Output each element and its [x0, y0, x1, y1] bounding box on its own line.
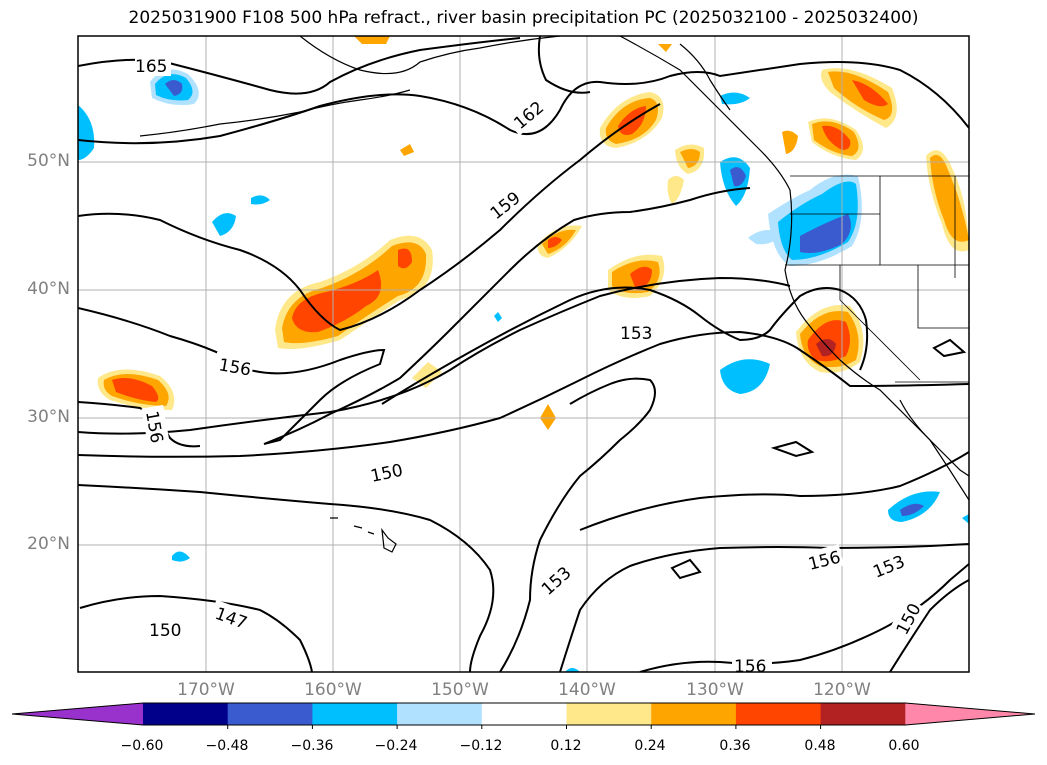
negative-precip-shading [78, 69, 969, 672]
colorbar-tick-label: 0.60 [888, 738, 920, 754]
colorbar-segment [312, 703, 398, 725]
contour-label: 156 [734, 657, 766, 677]
colorbar-segment [397, 703, 483, 725]
lon-label: 170°W [177, 680, 235, 700]
lat-label: 30°N [27, 407, 70, 427]
colorbar-segment [227, 703, 313, 725]
colorbar-segment [143, 703, 229, 725]
lat-label: 40°N [27, 279, 70, 299]
positive-precip-shading [97, 36, 969, 430]
contour-label: 150 [149, 621, 181, 641]
refractivity-contours [78, 36, 969, 672]
lon-label: 120°W [813, 680, 871, 700]
contour-label: 165 [135, 57, 167, 77]
map-frame [77, 35, 970, 673]
lon-label: 130°W [686, 680, 744, 700]
contour-label: 153 [620, 324, 652, 344]
colorbar-extend-max [905, 703, 1035, 725]
lat-label: 20°N [27, 534, 70, 554]
colorbar-tick-label: −0.48 [205, 738, 249, 754]
colorbar [11, 702, 1036, 729]
colorbar-tick-label: −0.60 [120, 738, 164, 754]
colorbar-tick-label: 0.24 [634, 738, 666, 754]
small-contours [670, 338, 967, 580]
colorbar-segment [566, 703, 652, 725]
colorbar-tick-label: −0.36 [290, 738, 334, 754]
colorbar-tick-label: −0.24 [374, 738, 418, 754]
lon-label: 160°W [304, 680, 362, 700]
lon-label: 140°W [558, 680, 616, 700]
lon-label: 150°W [431, 680, 489, 700]
colorbar-segment [481, 703, 567, 725]
colorbar-segment [820, 703, 906, 725]
colorbar-tick-label: 0.12 [550, 738, 582, 754]
colorbar-tick-label: 0.48 [804, 738, 836, 754]
colorbar-tick-label: −0.12 [459, 738, 503, 754]
colorbar-segment [735, 703, 822, 725]
map-title: 2025031900 F108 500 hPa refract., river … [128, 8, 919, 28]
colorbar-tick-label: 0.36 [719, 738, 751, 754]
state-borders [785, 175, 969, 383]
colorbar-outline [11, 702, 1036, 726]
lat-label: 50°N [27, 151, 70, 171]
colorbar-segment [651, 703, 737, 725]
colorbar-extend-min [12, 703, 143, 725]
